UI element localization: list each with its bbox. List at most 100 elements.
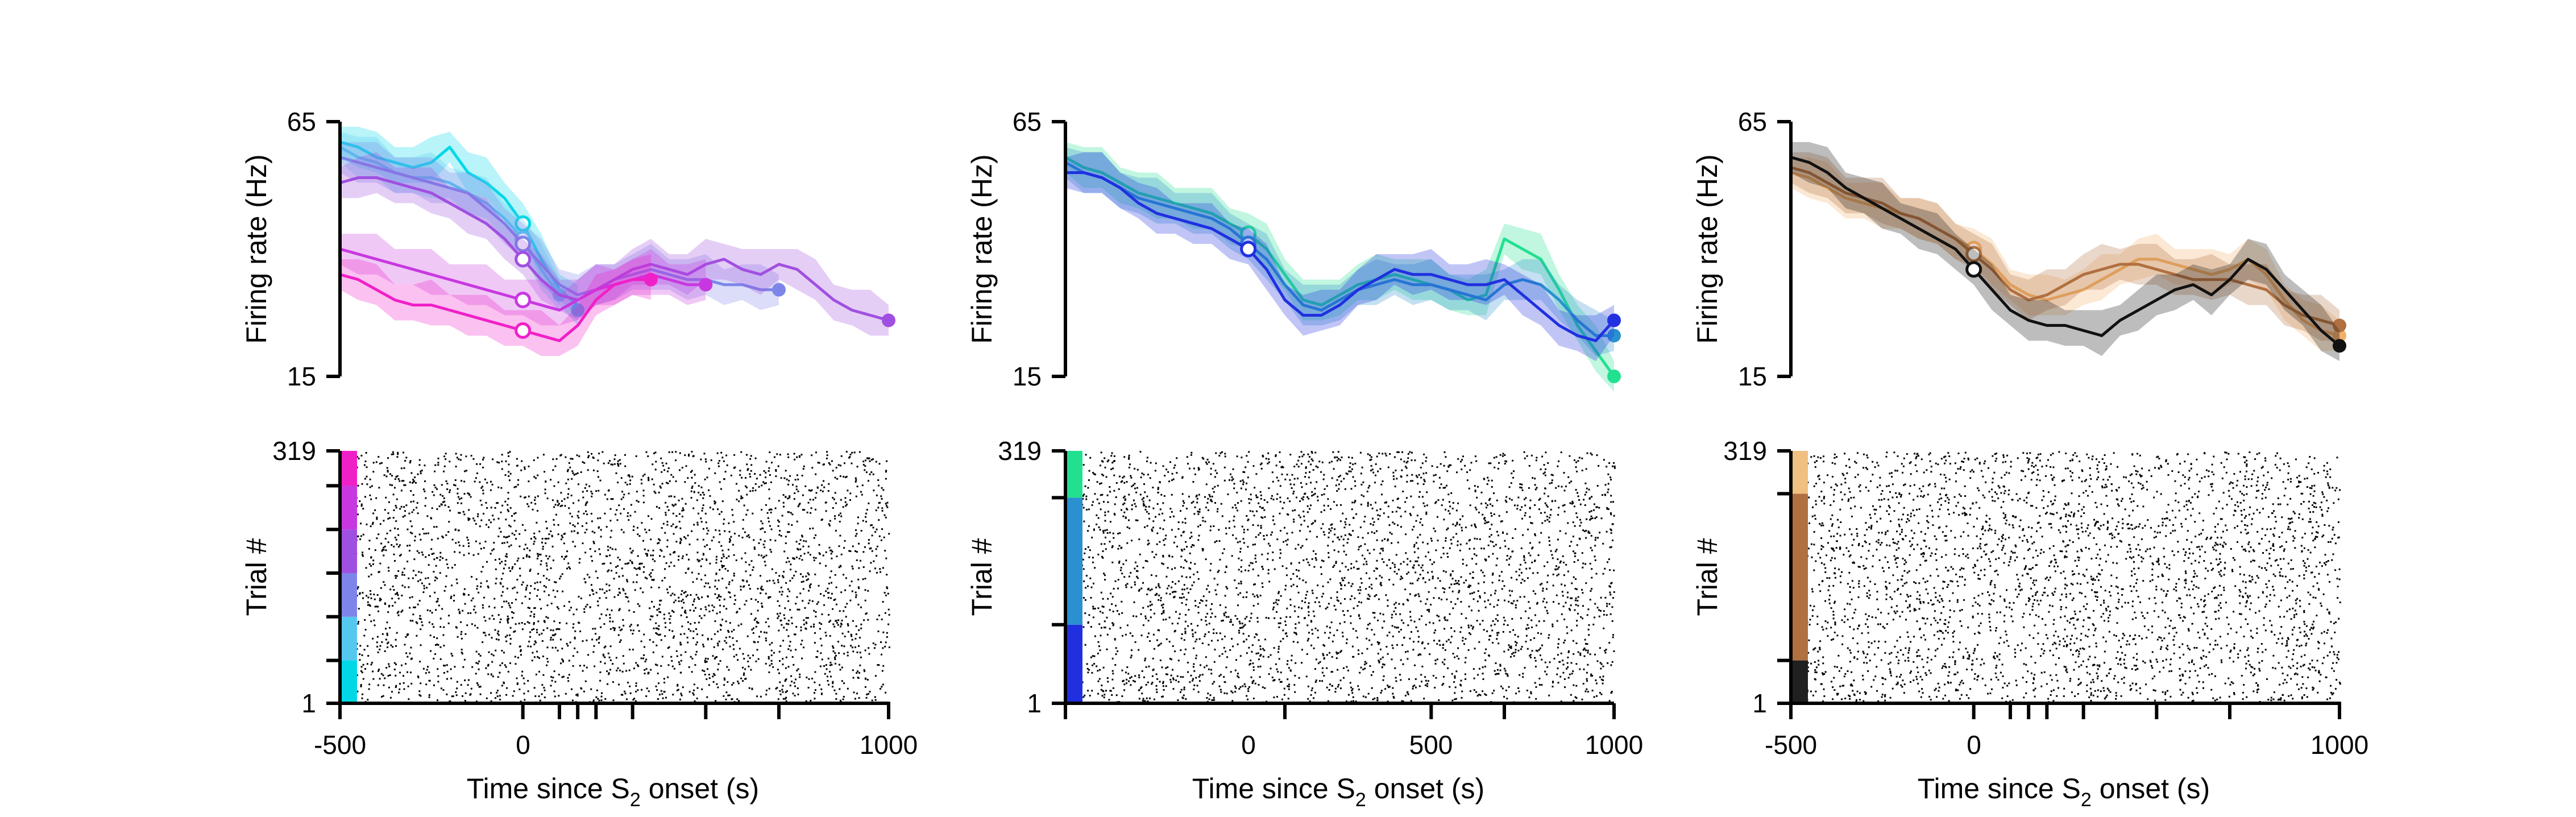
series-end-point-1: [2333, 318, 2346, 333]
series-onset-point-3: [515, 251, 532, 268]
raster-y-label: Trial #: [1691, 538, 1723, 616]
series-end-point-2: [772, 283, 786, 297]
panel-a: 65 15 Firing rate (Hz) 319 1 Trial # -50…: [240, 107, 918, 811]
series-end-point-0: [571, 303, 585, 317]
series-onset-point-2: [515, 235, 532, 252]
trial-band-1: [1067, 497, 1082, 625]
series-onset-point-1: [1965, 246, 1982, 263]
series-end-point-3: [882, 313, 895, 327]
error-band-2: [340, 142, 779, 316]
y-tick-label-bottom: 15: [1738, 362, 1767, 391]
x-tick-label-1000: 1000: [860, 730, 918, 760]
series-line-0: [1064, 156, 1616, 378]
error-band-1: [1791, 152, 2339, 341]
x-tick-label-1000: 1000: [2310, 730, 2368, 760]
trial-band-0: [1067, 624, 1082, 703]
raster-dots: [351, 451, 890, 705]
x-tick-label-neg500: -500: [314, 730, 366, 760]
series-onset-point-4: [515, 292, 532, 309]
trial-band-2: [341, 573, 357, 617]
y-tick-label-bottom: 15: [287, 362, 316, 391]
raster-y-label: Trial #: [240, 538, 272, 616]
panel-b: 65 15 Firing rate (Hz) 319 1 Trial # 0 5…: [966, 107, 1643, 811]
error-band-2: [1065, 152, 1614, 362]
series-end-point-4: [699, 277, 713, 292]
y-tick-label-bottom: 15: [1013, 362, 1042, 391]
error-band-0: [340, 126, 578, 326]
x-tick-label-neg500: -500: [1765, 730, 1817, 760]
rate-plot: 65 15 Firing rate (Hz): [240, 107, 895, 391]
trial-band-0: [1792, 660, 1808, 703]
raster-plot: 319 1 Trial # -500 0 1000 Time since S2 …: [240, 436, 918, 811]
series-end-point-5: [644, 272, 658, 287]
raster-y-tick-bottom: 1: [1027, 689, 1042, 718]
raster-y-ticks: [1052, 449, 1065, 705]
spike-dots: [1077, 451, 1616, 705]
rate-series: [1790, 142, 2346, 362]
raster-y-ticks: [326, 449, 340, 705]
x-tick-marks: [1064, 703, 1616, 719]
y-tick-label-top: 65: [1738, 107, 1767, 136]
rate-plot: 65 15 Firing rate (Hz): [966, 107, 1621, 392]
spike-dots: [351, 451, 890, 705]
x-tick-marks: [338, 703, 890, 719]
trial-band-2: [1792, 451, 1808, 494]
rate-plot: 65 15 Firing rate (Hz): [1691, 107, 2346, 391]
series-onset-point-0: [515, 215, 532, 232]
raster-dots: [1077, 451, 1616, 705]
trial-band-4: [341, 486, 357, 530]
series-line-2: [1790, 156, 2341, 347]
trial-bands: [1792, 451, 1808, 703]
y-axis-label: Firing rate (Hz): [1691, 154, 1723, 343]
y-axis-label: Firing rate (Hz): [966, 154, 998, 343]
error-band-1: [340, 131, 559, 310]
spike-dots: [1802, 451, 2341, 705]
x-tick-label-500: 500: [1409, 730, 1453, 760]
error-band-4: [340, 234, 706, 326]
series-line-1: [1790, 166, 2340, 327]
x-axis-label: Time since S2 onset (s): [1918, 773, 2210, 811]
raster-y-tick-top: 319: [998, 436, 1042, 466]
x-axis-label: Time since S2 onset (s): [1192, 773, 1484, 811]
trial-band-1: [1792, 493, 1808, 661]
series-line-0: [339, 140, 579, 306]
raster-y-ticks: [1777, 449, 1791, 705]
error-band-3: [340, 152, 889, 336]
raster-plot: 319 1 Trial # 0 500 1000 Time since S2 o…: [966, 436, 1643, 811]
x-tick-label-0: 0: [1967, 730, 1981, 760]
series-line-5: [339, 273, 651, 342]
x-tick-marks: [1789, 703, 2341, 719]
y-tick-label-top: 65: [287, 107, 316, 136]
x-axis-label: Time since S2 onset (s): [467, 773, 759, 811]
trial-band-0: [341, 660, 357, 703]
series-onset-point-2: [1965, 261, 1982, 278]
raster-y-tick-top: 319: [272, 436, 316, 466]
series-onset-point-5: [515, 322, 532, 339]
raster-y-tick-bottom: 1: [301, 689, 316, 718]
series-end-point-1: [1607, 329, 1621, 343]
trial-band-1: [341, 616, 357, 661]
rate-series: [339, 126, 895, 356]
series-onset-point-2: [1240, 240, 1257, 258]
rate-series: [1064, 142, 1621, 392]
y-axis-label: Firing rate (Hz): [240, 154, 272, 343]
error-band-2: [1791, 142, 2339, 362]
raster-y-tick-top: 319: [1723, 436, 1767, 466]
raster-y-label: Trial #: [966, 538, 998, 616]
error-band-1: [1065, 147, 1614, 356]
series-end-point-2: [2333, 339, 2346, 353]
trial-bands: [1067, 451, 1082, 703]
x-tick-label-0: 0: [516, 730, 530, 760]
raster-plot: 319 1 Trial # -500 0 1000 Time since S2 …: [1691, 436, 2368, 811]
y-tick-label-top: 65: [1013, 107, 1042, 136]
series-end-point-0: [1607, 370, 1621, 383]
series-end-point-2: [1607, 313, 1621, 327]
x-tick-label-0: 0: [1241, 730, 1256, 760]
panel-c: 65 15 Firing rate (Hz) 319 1 Trial # -50…: [1691, 107, 2368, 811]
trial-bands: [341, 451, 357, 703]
series-line-1: [1064, 161, 1614, 337]
error-band-0: [1791, 157, 2339, 351]
series-end-point-0: [2333, 329, 2346, 343]
trial-band-3: [341, 529, 357, 574]
